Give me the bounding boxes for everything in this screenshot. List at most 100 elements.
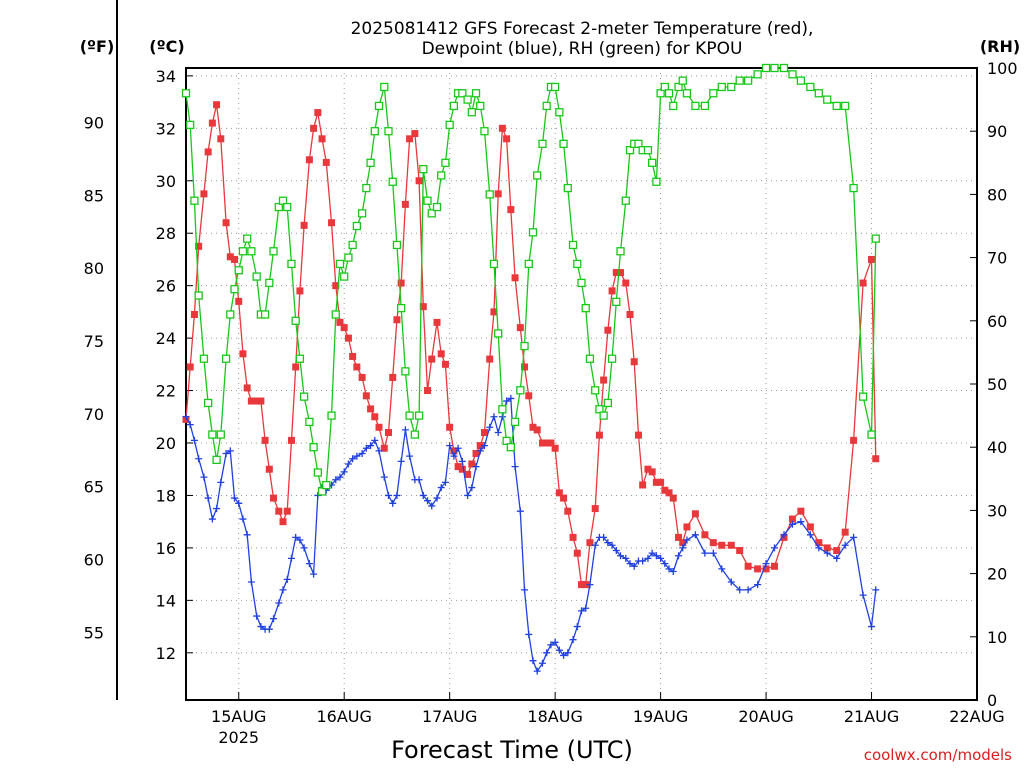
temperature-point (543, 439, 551, 447)
temperature-point (419, 303, 427, 311)
temperature-point (709, 539, 717, 547)
rh-point (506, 443, 515, 452)
temperature-point (340, 324, 348, 332)
temperature-point (300, 221, 308, 229)
rh-point (788, 70, 797, 79)
dewpoint-point (275, 599, 283, 607)
dewpoint-point (476, 447, 484, 455)
temperature-point (850, 436, 858, 444)
rh-point (344, 253, 353, 262)
dewpoint-point (736, 586, 744, 594)
rh-point (221, 354, 231, 363)
temperature-point (349, 352, 357, 360)
temperature-point (279, 518, 287, 526)
temperature-point (788, 515, 796, 523)
temperature-point (270, 494, 278, 502)
rh-point (299, 392, 309, 401)
celsius-tick-label: 14 (156, 591, 176, 610)
celsius-tick-label: 26 (156, 277, 176, 296)
temperature-point (458, 465, 466, 473)
dewpoint-point (204, 494, 212, 502)
temperature-point (762, 565, 770, 573)
rh-point (384, 127, 393, 136)
dewpoint-point (644, 554, 652, 562)
rh-point (374, 101, 384, 111)
rh-point (656, 89, 665, 98)
temperature-point (450, 447, 458, 455)
dewpoint-point (669, 568, 677, 576)
dewpoint-point (868, 623, 876, 631)
temperature-point (494, 190, 502, 198)
rh-tick-label: 90 (987, 122, 1007, 141)
dewpoint-point (600, 533, 608, 541)
dewpoint-point (806, 531, 814, 539)
rh-point (550, 82, 560, 92)
dewpoint-point (665, 565, 673, 573)
rh-point (405, 411, 414, 420)
rh-point (397, 304, 406, 313)
x-tick-label: 16AUG (316, 707, 371, 726)
rh-point (269, 247, 278, 256)
rh-point (520, 341, 529, 351)
dewpoint-point (564, 649, 572, 657)
rh-point (203, 398, 213, 408)
temperature-point (411, 130, 419, 138)
rh-point (366, 158, 375, 167)
dewpoint-point (353, 452, 361, 460)
dewpoint-point (222, 449, 230, 457)
celsius-tick-label: 32 (156, 119, 176, 138)
axes: 12 14 16 18 20 22 24 26 28 30 32 34 55 60 65 70 75 80 85 90… (84, 0, 1018, 747)
rh-point (252, 272, 261, 281)
rh-point (458, 89, 467, 98)
rh-tick-label: 50 (987, 375, 1007, 394)
temperature-point (344, 334, 352, 342)
chart-title-line2: Dewpoint (blue), RH (green) for KPOU (422, 39, 743, 59)
grid-lines (186, 68, 978, 700)
dewpoint-point (446, 442, 454, 450)
rh-point (533, 171, 542, 180)
dewpoint-point (464, 491, 472, 499)
dewpoint-point (591, 541, 599, 549)
rh-point (278, 196, 288, 205)
temperature-point (283, 507, 291, 515)
dewpoint-point (419, 491, 427, 499)
rh-point (849, 183, 858, 193)
temperature-point (859, 279, 867, 287)
dewpoint-point (340, 468, 348, 476)
rh-point (761, 63, 771, 73)
dewpoint-point (617, 552, 625, 560)
rh-tick-label: 0 (987, 691, 997, 710)
temperature-point (195, 242, 203, 250)
temperature-point (275, 507, 283, 515)
rh-point (616, 247, 625, 256)
temperature-point (190, 311, 198, 319)
celsius-tick-label: 24 (156, 329, 176, 348)
rh-point (841, 101, 850, 111)
rh-point (317, 487, 327, 496)
dewpoint-point (480, 442, 488, 450)
temperature-point (358, 373, 366, 381)
dewpoint-point (490, 413, 498, 421)
dewpoint-point (727, 578, 735, 586)
temperature-point (669, 494, 677, 502)
dewpoint-point (525, 630, 533, 638)
rh-point (682, 89, 692, 98)
dewpoint-point (375, 447, 383, 455)
temperature-point (533, 426, 541, 434)
x-tick-label: 19AUG (633, 707, 688, 726)
temperature-point (612, 269, 620, 277)
rh-point (362, 183, 371, 193)
dewpoint-point (850, 533, 858, 541)
dewpoint-point (652, 552, 660, 560)
dewpoint-point (841, 541, 849, 549)
rh-point (669, 101, 678, 111)
temperature-point (253, 397, 261, 405)
dewpoint-point (389, 499, 397, 507)
temperature-point (823, 544, 831, 552)
dewpoint-point (516, 507, 524, 515)
temperature-point (446, 423, 454, 431)
rh-point (243, 234, 252, 243)
rh-point (287, 259, 296, 269)
rh-point (595, 405, 604, 414)
dewpoint-point (458, 457, 466, 465)
